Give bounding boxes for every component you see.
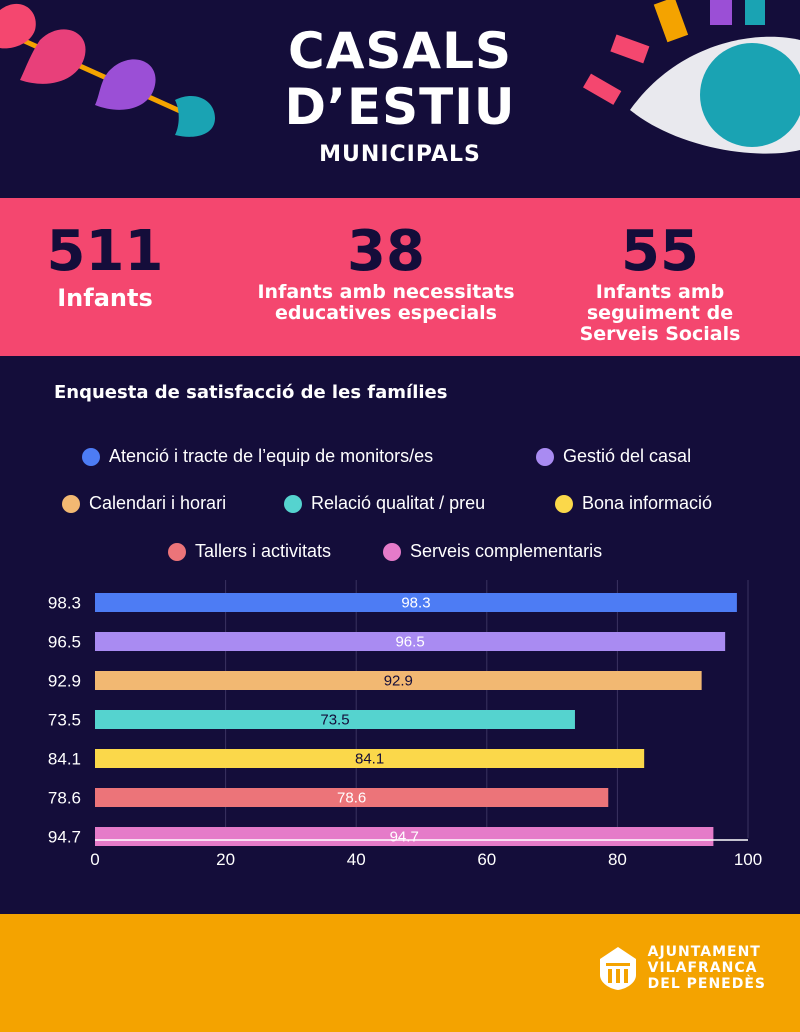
legend-item: Relació qualitat / preu (284, 493, 485, 514)
legend-item: Calendari i horari (62, 493, 226, 514)
legend-swatch (383, 542, 401, 561)
stat-social-services: 55 Infants amb seguiment de Serveis Soci… (560, 222, 760, 345)
ajuntament-logo: AJUNTAMENT VILAFRANCA DEL PENEDÈS (596, 944, 766, 992)
header-decoration (0, 0, 800, 154)
stat-number: 511 (46, 219, 164, 284)
stat-special-needs: 38 Infants amb necessitats educatives es… (255, 222, 517, 324)
bar (95, 671, 702, 690)
legend-swatch (536, 447, 554, 466)
stat-number: 38 (347, 219, 425, 284)
legend-swatch (168, 542, 186, 561)
bar (95, 788, 609, 807)
y-tick-label: 96.5 (48, 633, 81, 652)
legend-item: Serveis complementaris (383, 541, 602, 562)
eye-illustration (583, 0, 800, 154)
legend-label: Relació qualitat / preu (311, 493, 486, 513)
legend-label: Serveis complementaris (410, 541, 603, 561)
bar (95, 827, 714, 846)
y-tick-label: 73.5 (48, 711, 81, 730)
data-label: 78.6 (337, 790, 366, 807)
y-tick-label: 78.6 (48, 789, 81, 808)
data-label: 94.7 (390, 829, 419, 846)
x-tick-label: 0 (90, 850, 99, 869)
bar (95, 749, 645, 768)
x-tick-label: 80 (608, 850, 627, 869)
stat-infants: 511 Infants (0, 219, 210, 312)
legend-item: Gestió del casal (536, 446, 691, 467)
stat-label: Infants amb seguiment de Serveis Socials (579, 281, 741, 345)
logo-line-3: DEL PENEDÈS (647, 976, 766, 992)
legend-label: Gestió del casal (563, 446, 692, 466)
subtitle: MUNICIPALS (319, 142, 481, 167)
legend-label: Bona informació (582, 493, 713, 513)
data-label: 73.5 (320, 712, 349, 729)
y-tick-label: 94.7 (48, 828, 81, 847)
legend-swatch (82, 447, 100, 466)
bar (95, 593, 737, 612)
stat-label: Infants (57, 284, 153, 312)
x-tick-label: 40 (347, 850, 366, 869)
legend-label: Calendari i horari (89, 493, 227, 513)
x-tick-label: 100 (734, 850, 762, 869)
legend-swatch (62, 494, 80, 513)
bar (95, 710, 575, 729)
survey-title: Enquesta de satisfacció de les famílies (54, 382, 448, 403)
y-tick-label: 84.1 (48, 750, 81, 769)
legend-item: Tallers i activitats (168, 541, 331, 562)
legend-swatch (555, 494, 573, 513)
y-tick-label: 98.3 (48, 594, 81, 613)
logo-line-1: AJUNTAMENT (647, 944, 761, 960)
coat-of-arms-icon (599, 947, 636, 990)
legend-item: Atenció i tracte de l’equip de monitors/… (82, 446, 433, 467)
stat-label: Infants amb necessitats educatives espec… (257, 281, 515, 324)
legend-item: Bona informació (555, 493, 712, 514)
data-label: 84.1 (355, 751, 384, 768)
data-label: 92.9 (384, 673, 413, 690)
title-line-2: D’ESTIU (284, 78, 516, 136)
y-tick-label: 92.9 (48, 672, 81, 691)
legend-label: Atenció i tracte de l’equip de monitors/… (109, 446, 434, 466)
stat-number: 55 (621, 219, 699, 284)
stats-band: 511 Infants 38 Infants amb necessitats e… (0, 198, 800, 356)
data-label: 98.3 (401, 595, 430, 612)
legend-swatch (284, 494, 302, 513)
title-line-1: CASALS (288, 22, 512, 80)
x-tick-label: 20 (216, 850, 235, 869)
bar (95, 632, 726, 651)
bar-chart: 98.3 98.3 96.5 96.5 92.9 92.9 73.5 73.5 84.1 84.1… (48, 580, 762, 869)
x-tick-label: 60 (477, 850, 496, 869)
header: CASALS D’ESTIU MUNICIPALS (0, 0, 800, 198)
logo-line-2: VILAFRANCA (647, 960, 758, 976)
footer: AJUNTAMENT VILAFRANCA DEL PENEDÈS (0, 914, 800, 1032)
legend-label: Tallers i activitats (195, 541, 332, 561)
data-label: 96.5 (395, 634, 424, 651)
arrow-hearts-illustration (0, 3, 215, 137)
